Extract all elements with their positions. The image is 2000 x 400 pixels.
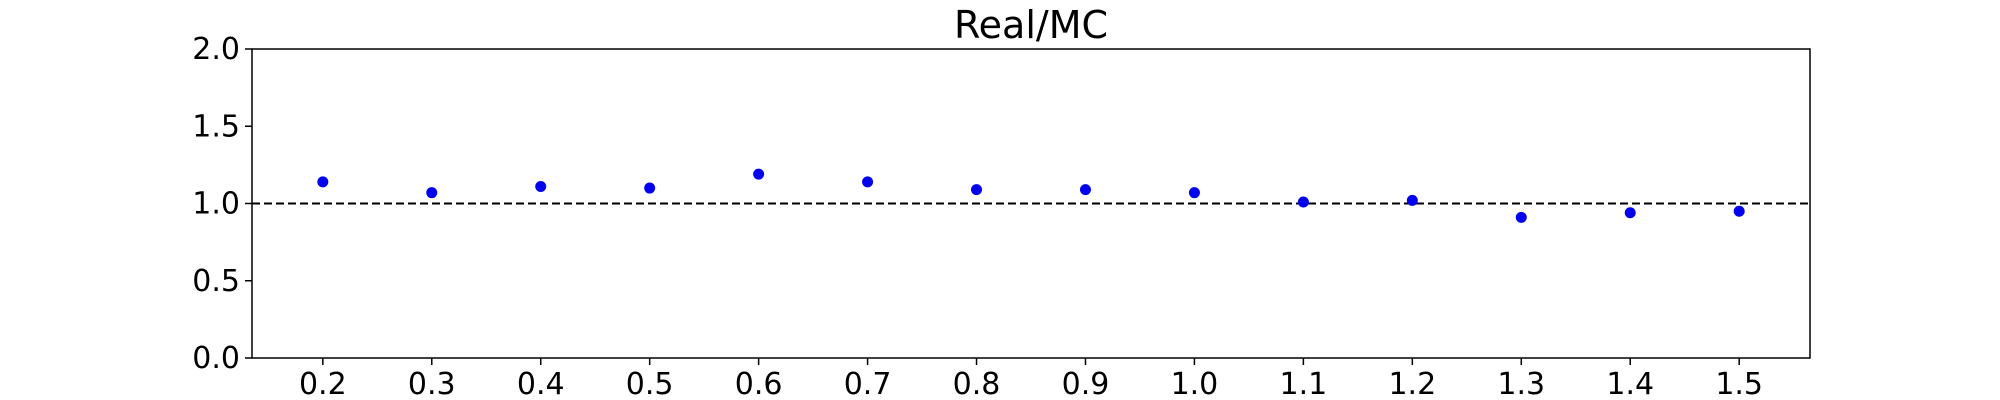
data-point — [1188, 187, 1200, 199]
x-tick-label: 1.1 — [1280, 367, 1328, 400]
y-tick-label: 1.0 — [192, 187, 240, 222]
data-point — [1624, 207, 1636, 219]
data-point — [1079, 184, 1091, 196]
y-tick-label: 2.0 — [192, 32, 240, 67]
data-point — [426, 187, 438, 199]
data-point — [535, 181, 547, 193]
data-point — [1515, 211, 1527, 223]
x-tick-label: 1.5 — [1715, 367, 1763, 400]
x-tick-label: 0.8 — [953, 367, 1001, 400]
data-point — [753, 168, 765, 180]
data-point — [1733, 205, 1745, 217]
x-tick-label: 0.7 — [844, 367, 892, 400]
data-point — [862, 176, 874, 188]
x-axis-ticks: 0.2 0.3 0.4 0.5 0.6 0.7 0.8 0.9 1.0 1.1 1.2 1.3 1.4 1… — [299, 358, 1763, 400]
x-tick-label: 1.3 — [1497, 367, 1545, 400]
x-tick-label: 0.5 — [626, 367, 674, 400]
y-tick-label: 1.5 — [192, 109, 240, 144]
data-point — [971, 184, 983, 196]
x-tick-label: 0.6 — [735, 367, 783, 400]
x-tick-label: 1.2 — [1388, 367, 1436, 400]
x-tick-label: 1.0 — [1171, 367, 1219, 400]
x-tick-label: 0.9 — [1062, 367, 1110, 400]
x-tick-label: 0.3 — [408, 367, 456, 400]
x-tick-label: 0.2 — [299, 367, 347, 400]
y-tick-label: 0.5 — [192, 264, 240, 299]
chart-title: Real/MC — [954, 3, 1108, 47]
data-point — [644, 182, 656, 194]
data-point — [1297, 196, 1309, 208]
y-axis-ticks: 0.0 0.5 1.0 1.5 2.0 — [192, 32, 252, 376]
y-tick-label: 0.0 — [192, 341, 240, 376]
data-points-layer — [317, 168, 1745, 223]
data-point — [1406, 194, 1418, 206]
data-point — [317, 176, 329, 188]
x-tick-label: 1.4 — [1606, 367, 1654, 400]
x-tick-label: 0.4 — [517, 367, 565, 400]
